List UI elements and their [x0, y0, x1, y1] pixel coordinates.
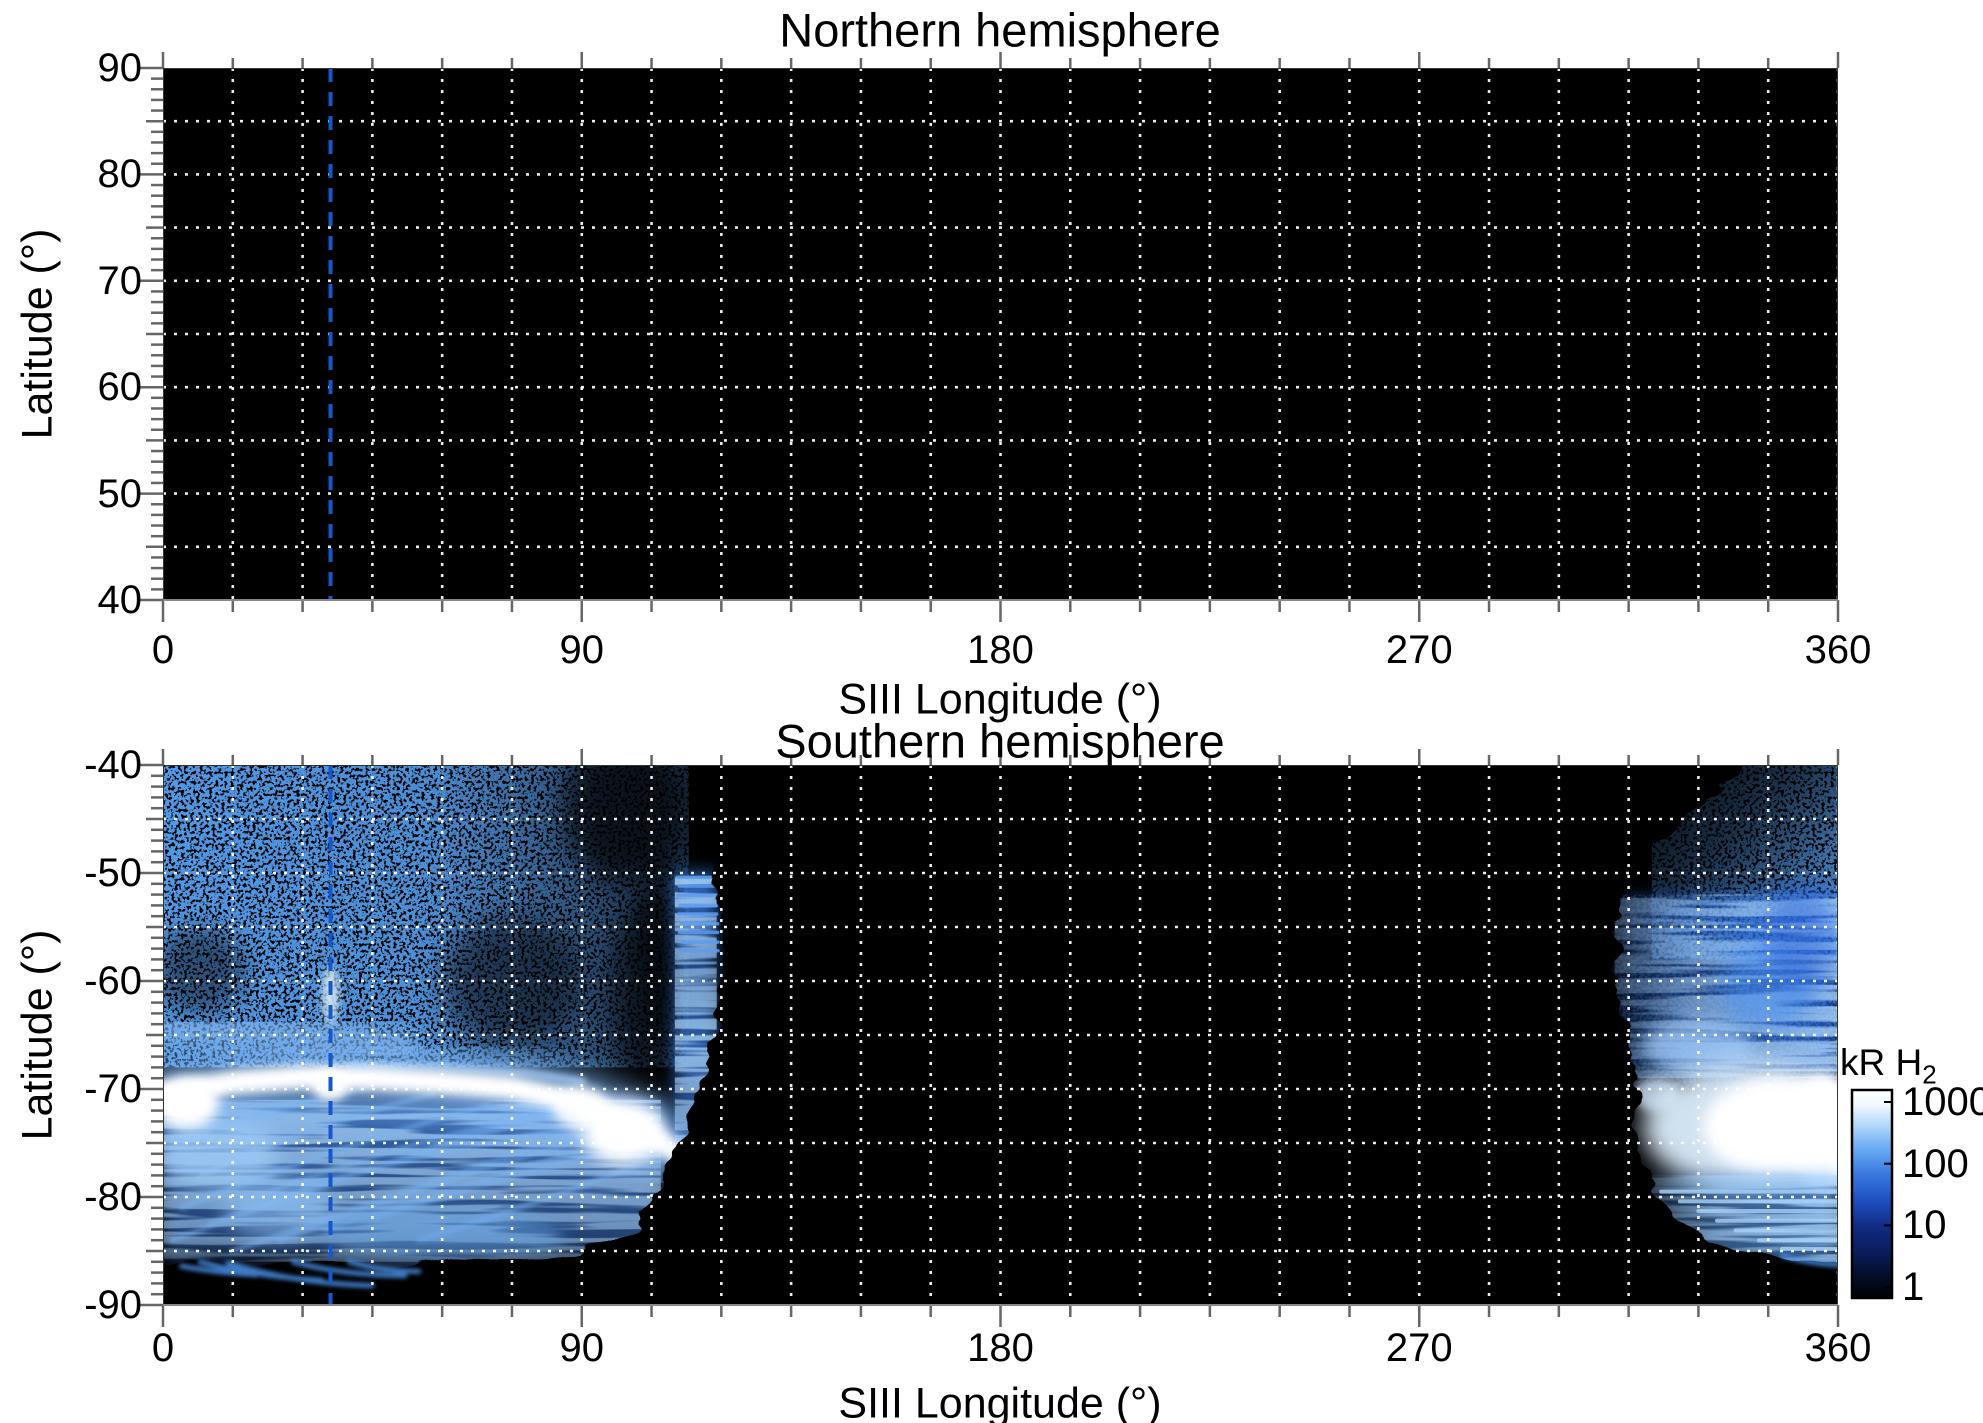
aurora-glow: [1786, 1072, 1838, 1192]
aurora-glow: [642, 851, 680, 1046]
south-xaxis-label: SIII Longitude (°): [838, 1379, 1162, 1423]
colorbar-title-text: kR H: [1840, 1042, 1923, 1083]
south-panel-title: Southern hemisphere: [775, 714, 1225, 768]
aurora-glow: [163, 927, 247, 1014]
colorbar-gradient: [1850, 1088, 1894, 1300]
colorbar-title: kR H2: [1840, 1042, 1937, 1090]
aurora-glow: [321, 1207, 564, 1262]
aurora-glow: [163, 1116, 280, 1192]
colorbar-title-subscript: 2: [1922, 1059, 1937, 1090]
aurora-glow: [563, 765, 685, 884]
aurora-streaks: [1659, 1189, 1838, 1251]
aurora-glow: [581, 1099, 666, 1165]
aurora-glow: [1642, 1018, 1755, 1073]
aurora-streaks: [179, 1252, 1838, 1289]
north-yaxis-label: Latitude (°): [13, 228, 62, 440]
north-panel-title: Northern hemisphere: [779, 3, 1221, 57]
aurora-glow: [322, 965, 339, 1025]
axis-ticks: [137, 52, 1840, 1327]
north-xaxis-label: SIII Longitude (°): [838, 675, 1162, 724]
aurora-glow: [442, 916, 582, 1046]
south-panel: [163, 765, 1838, 1305]
south-yaxis-label: Latitude (°): [13, 929, 62, 1141]
north-panel: [163, 68, 1838, 600]
aurora-arc: [163, 1012, 422, 1065]
colorbar: [1850, 1088, 1894, 1300]
aurora-streaks: [675, 875, 720, 953]
aurora-glow: [223, 1175, 336, 1241]
aurora-glow: [1763, 883, 1838, 992]
